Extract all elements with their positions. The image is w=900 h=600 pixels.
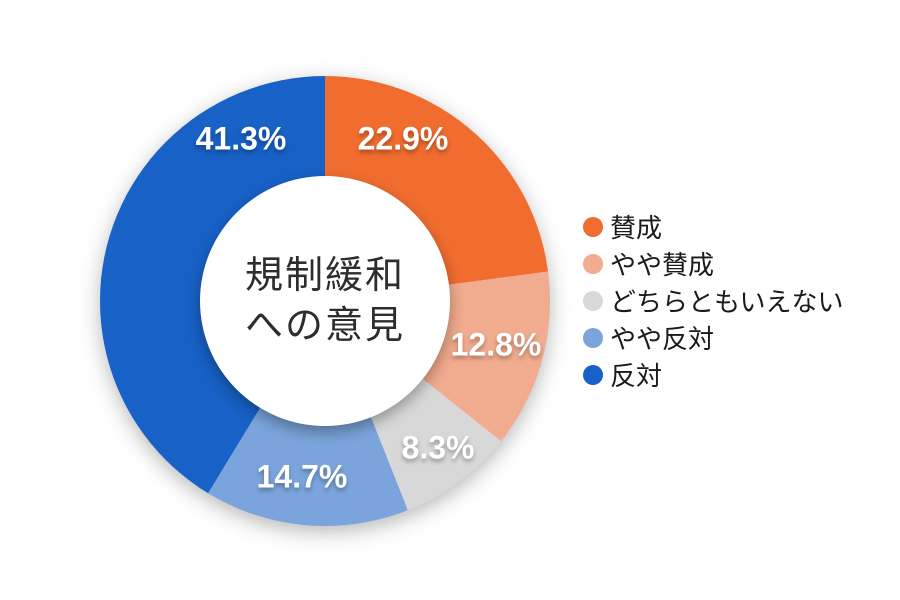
- legend-label: やや反対: [610, 324, 715, 354]
- legend-swatch-icon: [583, 364, 603, 385]
- slice-label-4: 14.7%: [256, 458, 348, 495]
- chart-center-title: 規制緩和 への意見: [245, 251, 405, 351]
- legend: 賛成やや賛成どちらともいえない やや反対反対: [583, 213, 843, 391]
- legend-item-3: どちらともいえない: [583, 287, 843, 317]
- slice-label-1: 22.9%: [357, 120, 449, 157]
- legend-swatch-icon: [583, 327, 603, 348]
- legend-swatch-icon: [583, 216, 603, 237]
- legend-item-1: 賛成: [583, 213, 843, 243]
- chart-center-title-line2: への意見: [244, 305, 405, 347]
- legend-label: 賛成: [610, 213, 663, 243]
- legend-swatch-icon: [583, 290, 603, 311]
- legend-label: 反対: [610, 361, 663, 391]
- legend-item-2: やや賛成: [583, 250, 843, 280]
- donut-chart: 規制緩和 への意見 22.9% 12.8% 8.3% 14.7% 41.3%: [100, 76, 550, 526]
- legend-item-4: やや反対: [583, 324, 843, 354]
- chart-center-title-line1: 規制緩和: [244, 255, 405, 297]
- donut-center: 規制緩和 への意見: [200, 176, 450, 426]
- legend-item-5: 反対: [583, 361, 843, 391]
- slice-label-3: 8.3%: [401, 429, 475, 466]
- legend-label: やや賛成: [610, 250, 715, 280]
- legend-swatch-icon: [583, 253, 603, 274]
- slice-label-2: 12.8%: [450, 326, 542, 363]
- legend-label: どちらともいえない: [610, 287, 844, 317]
- slice-label-5: 41.3%: [195, 120, 287, 157]
